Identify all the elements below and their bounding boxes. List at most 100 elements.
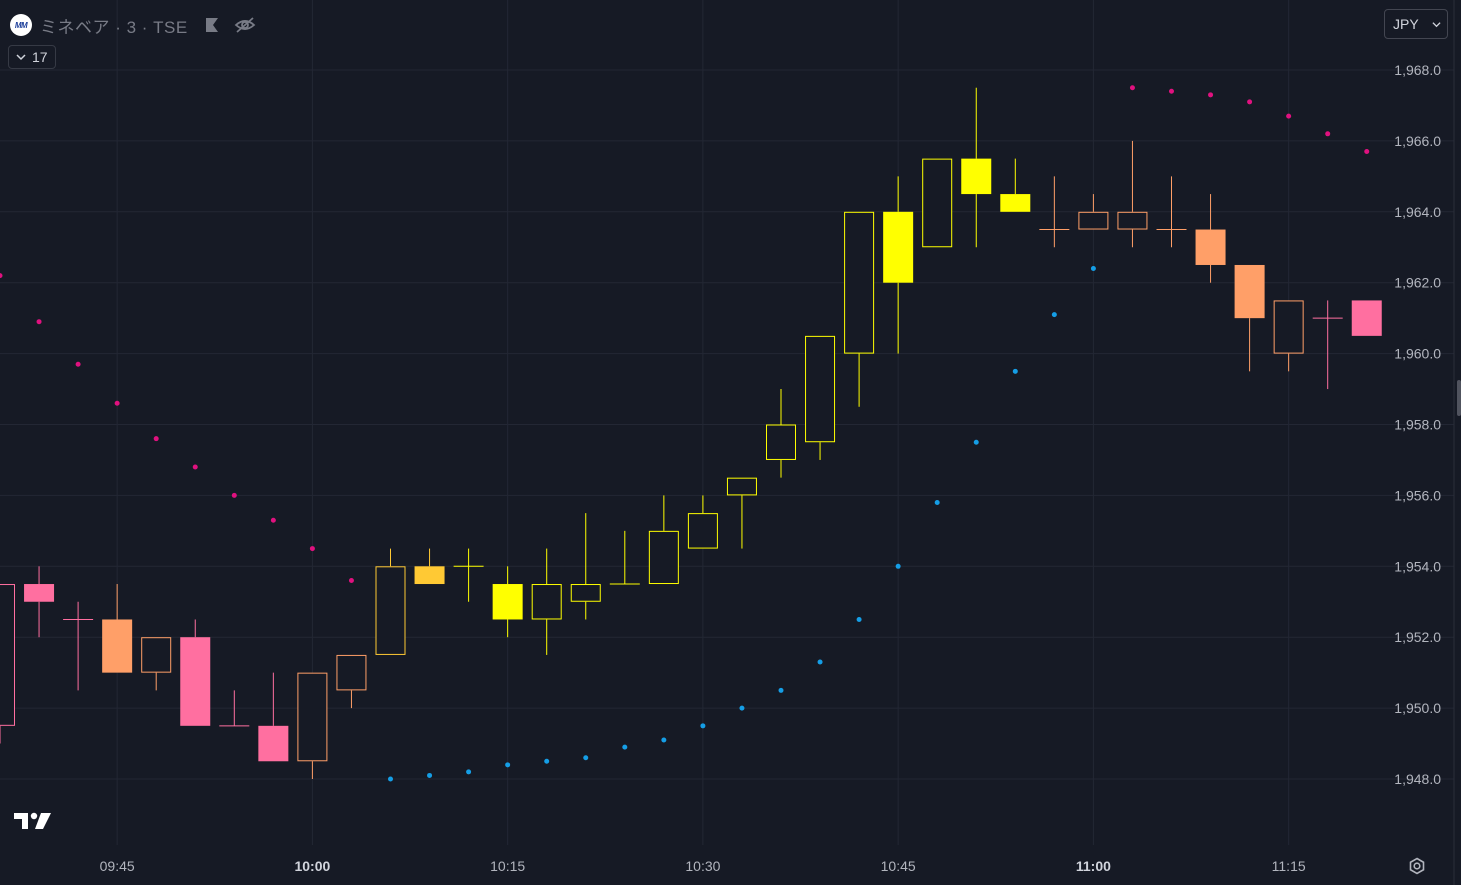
- time-tick-label: 10:30: [685, 858, 720, 874]
- candle-body: [0, 584, 15, 726]
- candle[interactable]: [1000, 158, 1031, 212]
- candle[interactable]: [1234, 264, 1265, 372]
- sar-dot-upper: [1286, 113, 1292, 119]
- candle-body: [375, 566, 406, 655]
- candle[interactable]: [180, 619, 211, 726]
- candle[interactable]: [1039, 176, 1070, 248]
- candle[interactable]: [1351, 300, 1382, 336]
- time-tick-label: 10:15: [490, 858, 525, 874]
- candle[interactable]: [1156, 176, 1187, 248]
- price-axis[interactable]: 1,968.0 1,966.0 1,964.0 1,962.0 1,960.0 1,958…: [1394, 62, 1441, 787]
- symbol-title[interactable]: ミネベア · 3 · TSE: [40, 17, 188, 37]
- sar-dot-lower: [778, 687, 784, 693]
- candle[interactable]: [1195, 194, 1226, 283]
- candle-body: [844, 211, 875, 354]
- candle-body: [1078, 211, 1109, 230]
- candle-body: [492, 584, 523, 620]
- candle[interactable]: [922, 158, 953, 248]
- sar-dot-upper: [348, 577, 354, 583]
- candle[interactable]: [1078, 194, 1109, 230]
- sar-dot-lower: [427, 772, 433, 778]
- candle[interactable]: [414, 548, 445, 585]
- candle[interactable]: [1273, 300, 1304, 372]
- tradingview-logo[interactable]: [14, 810, 54, 832]
- sar-dot-lower: [973, 439, 979, 445]
- candle[interactable]: [102, 584, 133, 673]
- price-tick-label: 1,954.0: [1394, 558, 1441, 574]
- sar-dot-upper: [231, 492, 237, 498]
- candle[interactable]: [258, 672, 289, 762]
- sar-dot-lower: [583, 755, 589, 761]
- candle-body: [258, 725, 289, 762]
- candle[interactable]: [453, 548, 484, 602]
- sar-dot-lower: [1090, 266, 1096, 272]
- price-tick-label: 1,962.0: [1394, 275, 1441, 291]
- currency-label: JPY: [1393, 16, 1419, 32]
- candle[interactable]: [141, 637, 172, 691]
- candle[interactable]: [375, 548, 406, 655]
- candle-body: [1351, 300, 1382, 336]
- price-scale-handle[interactable]: [1457, 380, 1461, 416]
- candle[interactable]: [1312, 300, 1343, 390]
- candle-body: [141, 637, 172, 673]
- candle[interactable]: [336, 654, 367, 709]
- currency-select[interactable]: JPY: [1384, 9, 1448, 39]
- candle-body: [687, 513, 718, 549]
- candle-body: [570, 584, 601, 602]
- sar-dot-lower: [661, 737, 667, 743]
- sar-dot-lower: [544, 758, 550, 764]
- candle[interactable]: [844, 211, 875, 407]
- hide-eye-icon[interactable]: [234, 16, 256, 34]
- sar-dot-lower: [856, 616, 862, 622]
- flag-icon[interactable]: [204, 17, 220, 33]
- candlestick-series: [0, 87, 1382, 779]
- sar-dot-upper: [0, 273, 3, 279]
- indicators-toggle-button[interactable]: 17: [8, 45, 56, 69]
- price-tick-label: 1,950.0: [1394, 700, 1441, 716]
- candle-body: [922, 158, 953, 248]
- time-tick-label: 11:15: [1272, 858, 1306, 874]
- candle-body: [336, 654, 367, 691]
- price-tick-label: 1,956.0: [1394, 487, 1441, 503]
- candle[interactable]: [648, 495, 679, 585]
- sar-dot-upper: [75, 361, 81, 367]
- candle[interactable]: [883, 176, 914, 354]
- candle[interactable]: [219, 690, 250, 727]
- indicator-count: 17: [32, 49, 48, 65]
- sar-dot-upper: [1169, 88, 1174, 94]
- candle[interactable]: [766, 389, 796, 478]
- sar-dot-upper: [1247, 99, 1253, 105]
- candle-body: [1117, 211, 1148, 230]
- price-tick-label: 1,960.0: [1394, 346, 1441, 362]
- candle[interactable]: [687, 495, 718, 549]
- parabolic-sar-dots: [0, 85, 1370, 782]
- candle[interactable]: [1117, 140, 1148, 248]
- sar-dot-lower: [505, 762, 511, 768]
- candle-body: [102, 619, 133, 673]
- candle[interactable]: [63, 601, 94, 691]
- candle[interactable]: [805, 335, 836, 460]
- time-axis[interactable]: 09:45 10:00 10:15 10:30 10:45 11:00 11:15: [100, 858, 1306, 874]
- candle[interactable]: [609, 530, 640, 585]
- sar-dot-upper: [1208, 92, 1214, 98]
- price-tick-label: 1,964.0: [1394, 204, 1441, 220]
- chevron-down-icon: [16, 54, 26, 61]
- candle[interactable]: [531, 548, 562, 655]
- candle[interactable]: [492, 566, 523, 638]
- sar-dot-lower: [466, 769, 472, 775]
- sar-dot-lower: [388, 776, 393, 782]
- candle[interactable]: [570, 513, 601, 620]
- candle-body: [297, 672, 328, 762]
- sar-dot-lower: [934, 499, 940, 505]
- settings-gear-icon[interactable]: [1407, 856, 1427, 876]
- candle[interactable]: [726, 477, 757, 549]
- candle[interactable]: [297, 672, 328, 779]
- candle-body: [1000, 194, 1031, 212]
- price-tick-label: 1,958.0: [1394, 417, 1441, 433]
- candle[interactable]: [0, 584, 15, 744]
- candle[interactable]: [961, 87, 992, 248]
- candle-body: [726, 477, 757, 496]
- sar-dot-lower: [1012, 368, 1018, 374]
- candle[interactable]: [24, 566, 55, 638]
